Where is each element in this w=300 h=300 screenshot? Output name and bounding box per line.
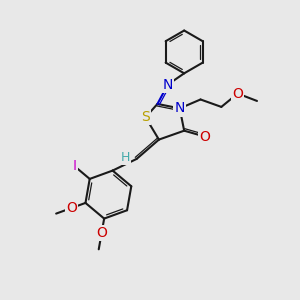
Text: O: O bbox=[200, 130, 210, 144]
Text: H: H bbox=[121, 151, 130, 164]
Text: N: N bbox=[175, 101, 185, 116]
Text: S: S bbox=[141, 110, 150, 124]
Text: O: O bbox=[66, 201, 77, 215]
Text: N: N bbox=[163, 78, 173, 92]
Text: I: I bbox=[73, 160, 77, 173]
Text: O: O bbox=[232, 86, 243, 100]
Text: O: O bbox=[96, 226, 107, 240]
